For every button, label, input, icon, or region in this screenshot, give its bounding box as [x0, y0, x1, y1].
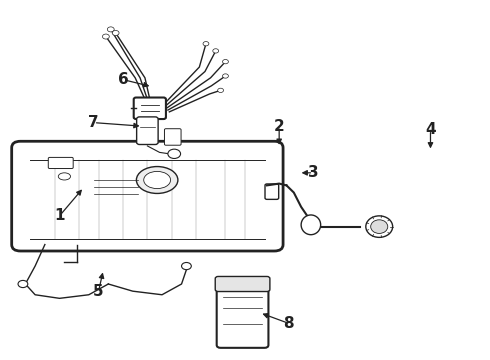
Circle shape — [203, 41, 209, 46]
Circle shape — [102, 34, 109, 39]
Circle shape — [182, 262, 191, 270]
Text: 3: 3 — [308, 165, 318, 180]
Text: 7: 7 — [88, 115, 99, 130]
Ellipse shape — [301, 215, 320, 235]
Circle shape — [218, 88, 223, 93]
FancyBboxPatch shape — [49, 157, 73, 168]
Ellipse shape — [144, 171, 171, 189]
Text: 4: 4 — [425, 122, 436, 137]
Text: 2: 2 — [274, 119, 285, 134]
Ellipse shape — [371, 220, 388, 233]
Circle shape — [222, 74, 228, 78]
FancyBboxPatch shape — [215, 276, 270, 292]
Circle shape — [168, 149, 181, 158]
FancyBboxPatch shape — [134, 98, 166, 119]
Circle shape — [18, 280, 28, 288]
Ellipse shape — [366, 216, 392, 237]
Circle shape — [107, 27, 114, 32]
Text: 1: 1 — [54, 208, 65, 223]
Circle shape — [213, 49, 219, 53]
FancyBboxPatch shape — [265, 184, 279, 199]
Ellipse shape — [136, 167, 178, 193]
Text: 6: 6 — [118, 72, 128, 87]
Circle shape — [222, 59, 228, 64]
Circle shape — [112, 31, 119, 36]
Text: 5: 5 — [93, 284, 104, 299]
FancyBboxPatch shape — [217, 281, 269, 348]
FancyBboxPatch shape — [12, 141, 283, 251]
FancyBboxPatch shape — [165, 129, 181, 145]
Ellipse shape — [58, 173, 71, 180]
Text: 8: 8 — [284, 316, 294, 331]
FancyBboxPatch shape — [137, 117, 158, 144]
